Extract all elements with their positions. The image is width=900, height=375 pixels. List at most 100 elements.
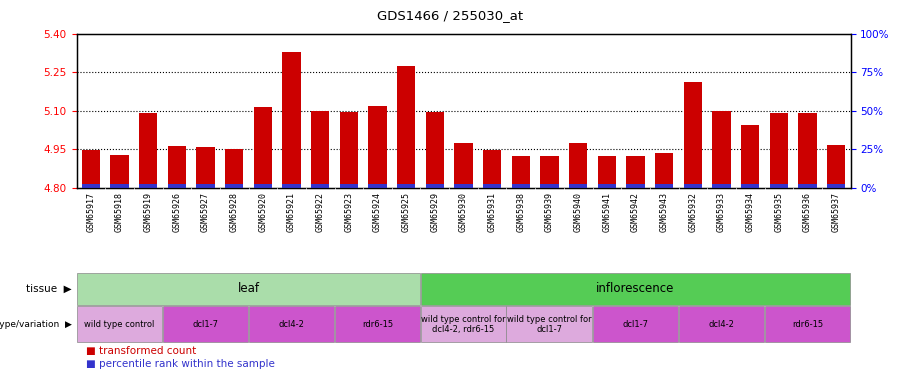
- Text: rdr6-15: rdr6-15: [362, 320, 393, 329]
- Text: GSM65940: GSM65940: [573, 192, 582, 232]
- Bar: [827, 184, 845, 188]
- Bar: [482, 184, 501, 188]
- Text: dcl1-7: dcl1-7: [193, 320, 219, 329]
- Text: leaf: leaf: [238, 282, 259, 295]
- Text: dcl4-2: dcl4-2: [708, 320, 734, 329]
- Text: GDS1466 / 255030_at: GDS1466 / 255030_at: [377, 9, 523, 22]
- Bar: [225, 184, 244, 188]
- Bar: [397, 66, 416, 188]
- Bar: [368, 105, 387, 188]
- Bar: [420, 306, 506, 342]
- Text: dcl4-2: dcl4-2: [279, 320, 304, 329]
- Bar: [598, 184, 616, 188]
- Bar: [368, 184, 387, 188]
- Text: tissue  ▶: tissue ▶: [26, 284, 72, 294]
- Bar: [626, 184, 644, 188]
- Text: genotype/variation  ▶: genotype/variation ▶: [0, 320, 72, 329]
- Text: GSM65918: GSM65918: [115, 192, 124, 232]
- Bar: [248, 306, 334, 342]
- Text: wild type control: wild type control: [85, 320, 155, 329]
- Text: GSM65937: GSM65937: [832, 192, 841, 232]
- Bar: [827, 145, 845, 188]
- Bar: [196, 147, 215, 188]
- Bar: [76, 306, 162, 342]
- Bar: [454, 184, 472, 188]
- Bar: [420, 273, 850, 305]
- Bar: [569, 184, 588, 188]
- Bar: [655, 153, 673, 188]
- Text: GSM65927: GSM65927: [201, 192, 210, 232]
- Bar: [798, 113, 817, 188]
- Text: GSM65939: GSM65939: [545, 192, 554, 232]
- Bar: [76, 273, 420, 305]
- Text: GSM65925: GSM65925: [401, 192, 410, 232]
- Bar: [283, 52, 301, 188]
- Bar: [511, 184, 530, 188]
- Text: rdr6-15: rdr6-15: [792, 320, 824, 329]
- Bar: [426, 112, 445, 188]
- Text: GSM65935: GSM65935: [774, 192, 783, 232]
- Bar: [712, 111, 731, 188]
- Bar: [712, 184, 731, 188]
- Bar: [196, 184, 215, 188]
- Text: ■ transformed count: ■ transformed count: [86, 346, 196, 355]
- Bar: [592, 306, 678, 342]
- Text: GSM65934: GSM65934: [746, 192, 755, 232]
- Text: GSM65920: GSM65920: [258, 192, 267, 232]
- Text: GSM65941: GSM65941: [602, 192, 611, 232]
- Bar: [339, 184, 358, 188]
- Text: GSM65936: GSM65936: [803, 192, 812, 232]
- Bar: [339, 112, 358, 188]
- Bar: [310, 111, 329, 188]
- Bar: [540, 184, 559, 188]
- Text: GSM65929: GSM65929: [430, 192, 439, 232]
- Bar: [167, 184, 186, 188]
- Bar: [163, 306, 248, 342]
- Bar: [310, 184, 329, 188]
- Bar: [139, 112, 158, 188]
- Bar: [139, 184, 158, 188]
- Bar: [426, 184, 445, 188]
- Text: GSM65919: GSM65919: [144, 192, 153, 232]
- Bar: [683, 184, 702, 188]
- Text: ■ percentile rank within the sample: ■ percentile rank within the sample: [86, 359, 274, 369]
- Bar: [225, 148, 244, 188]
- Bar: [741, 184, 760, 188]
- Text: GSM65917: GSM65917: [86, 192, 95, 232]
- Text: GSM65942: GSM65942: [631, 192, 640, 232]
- Bar: [626, 156, 644, 188]
- Bar: [540, 156, 559, 188]
- Text: GSM65933: GSM65933: [717, 192, 726, 232]
- Text: GSM65921: GSM65921: [287, 192, 296, 232]
- Text: dcl1-7: dcl1-7: [623, 320, 649, 329]
- Bar: [397, 184, 416, 188]
- Bar: [598, 156, 616, 188]
- Text: GSM65938: GSM65938: [517, 192, 526, 232]
- Bar: [482, 150, 501, 188]
- Bar: [110, 184, 129, 188]
- Bar: [110, 155, 129, 188]
- Bar: [683, 82, 702, 188]
- Bar: [254, 184, 272, 188]
- Text: GSM65924: GSM65924: [373, 192, 382, 232]
- Text: GSM65928: GSM65928: [230, 192, 238, 232]
- Text: GSM65943: GSM65943: [660, 192, 669, 232]
- Bar: [335, 306, 420, 342]
- Bar: [511, 156, 530, 188]
- Bar: [283, 184, 301, 188]
- Bar: [254, 107, 272, 188]
- Text: GSM65932: GSM65932: [688, 192, 698, 232]
- Text: wild type control for
dcl4-2, rdr6-15: wild type control for dcl4-2, rdr6-15: [421, 315, 506, 334]
- Text: inflorescence: inflorescence: [597, 282, 675, 295]
- Text: GSM65923: GSM65923: [345, 192, 354, 232]
- Bar: [679, 306, 764, 342]
- Bar: [798, 184, 817, 188]
- Text: GSM65931: GSM65931: [488, 192, 497, 232]
- Bar: [741, 126, 760, 188]
- Bar: [167, 146, 186, 188]
- Bar: [655, 184, 673, 188]
- Text: GSM65922: GSM65922: [316, 192, 325, 232]
- Bar: [82, 184, 100, 188]
- Text: GSM65926: GSM65926: [172, 192, 181, 232]
- Bar: [770, 184, 788, 188]
